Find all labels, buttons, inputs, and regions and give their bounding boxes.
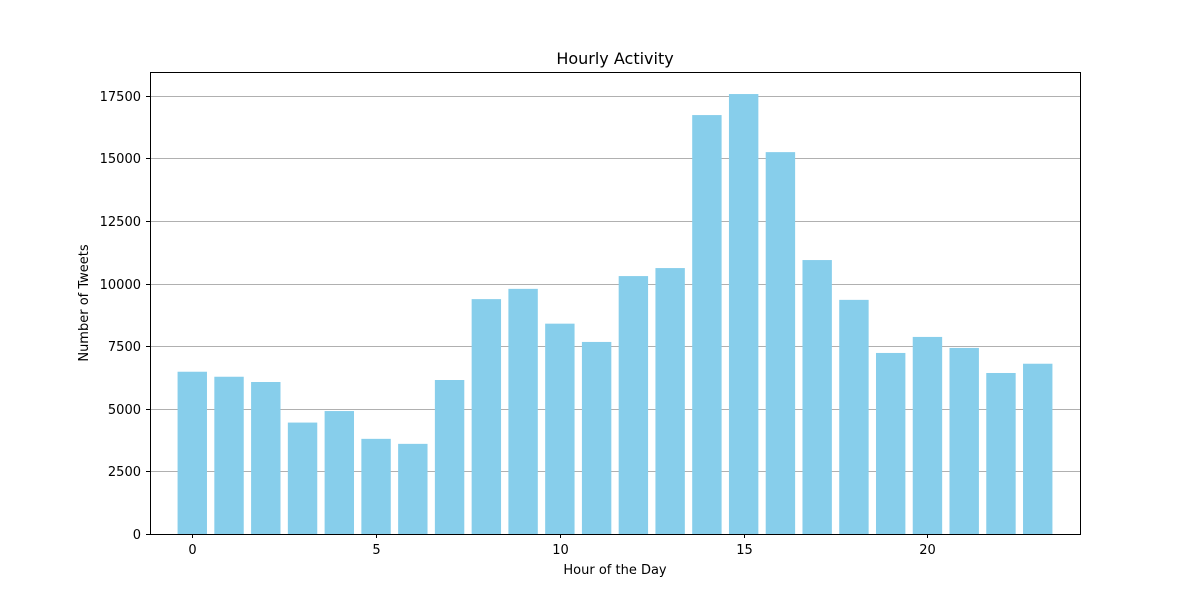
x-axis-ticks: 0 5 10 15 20	[188, 534, 936, 558]
y-tick-label: 17500	[100, 90, 141, 105]
y-tick-label: 10000	[100, 278, 141, 293]
bar-hour-2	[251, 382, 281, 534]
x-tick-label: 10	[552, 543, 569, 558]
bar-hour-18	[839, 299, 869, 534]
bar-hour-1	[214, 376, 244, 534]
y-tick-label: 2500	[108, 465, 141, 480]
x-axis-label: Hour of the Day	[563, 563, 667, 578]
y-axis-ticks: 0 2500 5000 7500 10000 12500 15000 17500	[100, 90, 150, 543]
x-tick-label: 5	[372, 543, 380, 558]
x-tick-label: 20	[919, 543, 936, 558]
y-tick-label: 12500	[100, 215, 141, 230]
bar-hour-7	[434, 380, 465, 534]
bar-hour-16	[765, 152, 796, 535]
bar-hour-11	[581, 341, 612, 534]
bar-hour-14	[692, 115, 722, 534]
y-tick-label: 15000	[100, 152, 141, 167]
bar-hour-13	[655, 268, 685, 534]
bar-hour-17	[802, 260, 832, 534]
x-tick-label: 0	[188, 543, 196, 558]
bar-hour-15	[728, 94, 759, 535]
bar-hour-20	[912, 336, 943, 534]
plot-frame	[150, 72, 1081, 535]
x-tick-label: 15	[736, 543, 753, 558]
bar-hour-4	[324, 411, 355, 534]
bar-hour-0	[177, 371, 207, 534]
bars	[177, 94, 1053, 535]
bar-hour-8	[471, 299, 502, 534]
bar-hour-9	[508, 288, 538, 534]
bar-hour-12	[618, 276, 649, 534]
bar-hour-6	[398, 443, 428, 534]
gridlines	[150, 96, 1080, 472]
bar-hour-23	[1023, 363, 1053, 534]
y-axis-label: Number of Tweets	[77, 244, 92, 362]
bar-hour-21	[949, 347, 979, 534]
bar-hour-10	[545, 323, 575, 534]
y-tick-label: 5000	[108, 403, 141, 418]
bar-hour-5	[361, 438, 391, 534]
chart-title: Hourly Activity	[556, 49, 673, 68]
bar-hour-19	[875, 352, 906, 534]
bar-hour-22	[986, 372, 1016, 534]
y-tick-label: 0	[133, 528, 141, 543]
bar-hour-3	[287, 422, 318, 534]
y-tick-label: 7500	[108, 340, 141, 355]
